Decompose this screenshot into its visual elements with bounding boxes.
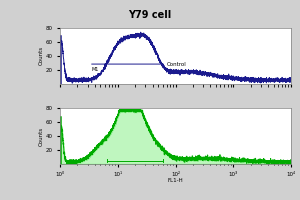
Text: Y79 cell: Y79 cell (128, 10, 172, 20)
X-axis label: FL1-H: FL1-H (168, 178, 183, 183)
Y-axis label: Counts: Counts (39, 46, 44, 65)
Text: M1: M1 (92, 67, 99, 72)
Y-axis label: Counts: Counts (39, 127, 44, 146)
Text: Control: Control (167, 62, 187, 67)
